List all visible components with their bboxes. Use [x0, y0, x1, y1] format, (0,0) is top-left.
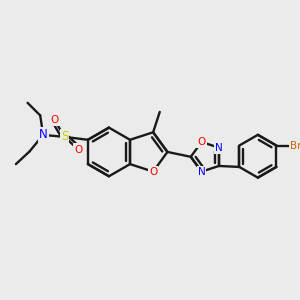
- Text: N: N: [215, 143, 223, 153]
- Text: O: O: [149, 167, 157, 177]
- Text: O: O: [74, 145, 82, 154]
- Text: O: O: [197, 137, 206, 147]
- Text: Br: Br: [290, 140, 300, 151]
- Text: O: O: [51, 115, 59, 125]
- Text: N: N: [39, 128, 47, 141]
- Text: S: S: [61, 130, 68, 143]
- Text: N: N: [198, 167, 206, 177]
